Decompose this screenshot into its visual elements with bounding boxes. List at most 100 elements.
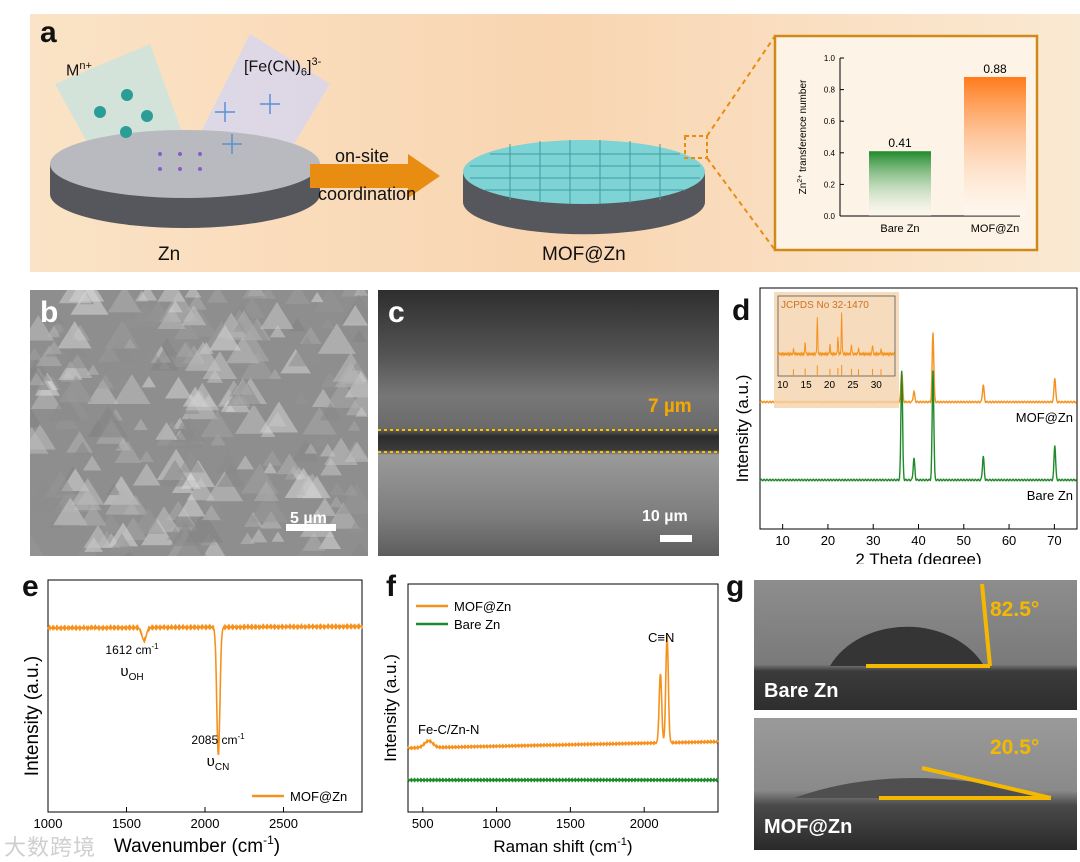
crystal-facet: [344, 441, 368, 462]
vibration-mode: υOH: [120, 663, 143, 683]
panel-letter-e: e: [22, 570, 39, 603]
crystal-facet: [133, 418, 148, 431]
crystal-facet: [177, 494, 206, 517]
crystal-facet: [233, 321, 246, 332]
xlabel-close: ): [274, 836, 280, 857]
y-axis-label: Intensity (a.u.): [733, 375, 752, 483]
mode-sub: CN: [215, 762, 229, 773]
metal-ion-dot: [121, 89, 133, 101]
crystal-facet: [248, 491, 288, 523]
crystal-facet: [348, 518, 367, 534]
sem-surface-image: 5 µm: [30, 290, 368, 556]
angle-label: 20.5°: [990, 736, 1040, 759]
crystal-facet: [129, 302, 161, 328]
crystal-facet: [30, 347, 43, 360]
ann-sup: -1: [151, 642, 159, 651]
crystal-facet: [175, 342, 195, 357]
crystal-facet: [347, 420, 361, 431]
metal-ion-dot: [94, 106, 106, 118]
crystal-facet: [109, 533, 135, 553]
series-line-barezn: [407, 776, 719, 783]
mode-symbol: υ: [120, 663, 128, 680]
crystal-facet: [276, 453, 303, 475]
ylabel-sup: 2+: [797, 175, 804, 183]
xrd-chart: 10 20 30 40 50 60 70 2 Theta (degree) Intensity …: [733, 287, 1078, 564]
water-droplet: [830, 626, 984, 666]
crystal-facet: [107, 290, 142, 313]
peak-annotation: 2085 cm-1: [191, 732, 245, 747]
crystal-facet: [57, 321, 92, 349]
peak-annotation: C≡N: [648, 630, 674, 645]
crystal-facet: [242, 290, 268, 299]
scale-bar-label: 10 µm: [642, 508, 688, 525]
crystal-facet: [269, 324, 286, 338]
droplet-mof: [794, 766, 1054, 800]
crystal-facet: [304, 443, 318, 454]
crystal-facet: [184, 290, 202, 298]
scale-bar-label: 5 µm: [290, 510, 327, 527]
crystal-facet: [226, 377, 262, 407]
xlabel-close: ): [627, 837, 633, 856]
zn-disc-top: [50, 130, 320, 198]
crystal-facet: [30, 407, 43, 428]
crystal-facet: [177, 451, 205, 473]
x-tick-label: 70: [1047, 533, 1061, 548]
crystal-facet: [131, 507, 165, 535]
vibration-mode: υCN: [207, 753, 230, 773]
crystal-facet: [44, 471, 78, 498]
crystal-facet: [310, 291, 324, 303]
bar-mofzn: [964, 76, 1026, 217]
legend-label: MOF@Zn: [454, 599, 511, 614]
bar-value-label: 0.88: [983, 62, 1007, 76]
arrow-label-top: on-site: [335, 146, 390, 166]
mode-sub: OH: [129, 672, 144, 683]
y-tick-label: 0.2: [824, 180, 836, 189]
cross-section-overlay: [378, 429, 719, 453]
crystal-facet: [139, 450, 154, 463]
crystal-facet: [157, 290, 186, 302]
crystal-facet: [108, 522, 139, 547]
thickness-label: 7 µm: [648, 396, 692, 417]
contact-angle-mof-zn: 20.5° MOF@Zn: [754, 718, 1077, 850]
crystal-facet: [210, 433, 226, 446]
inset-x-tick-label: 10: [777, 380, 789, 391]
crystal-facet: [181, 305, 207, 326]
mof-disc-top: [463, 140, 705, 204]
crystal-facet: [142, 347, 162, 363]
crystal-facet: [343, 483, 359, 496]
crystal-facet: [104, 486, 140, 515]
series-label: Bare Zn: [1027, 488, 1073, 503]
crystal-facet: [60, 343, 93, 369]
panel-letter-d: d: [732, 294, 751, 327]
crystal-facet: [235, 404, 273, 434]
zoom-line-top: [706, 35, 776, 137]
panel-letter-g: g: [726, 570, 745, 603]
plot-frame: [47, 579, 363, 813]
zn-label: Zn: [158, 244, 181, 265]
crystal-facet: [240, 532, 255, 545]
mode-symbol: υ: [207, 753, 215, 770]
crystal-facet: [355, 406, 368, 417]
inset-x-tick-label: 30: [871, 380, 883, 391]
crystal-facet: [202, 351, 238, 379]
crystal-facet: [284, 467, 323, 499]
crystal-facet: [319, 443, 336, 457]
crystal-facet: [86, 364, 100, 375]
crystal-facet: [320, 372, 340, 388]
crystal-facet: [141, 375, 156, 388]
crystal-facet: [165, 376, 193, 399]
complex-molecule: [215, 94, 280, 154]
crystal-facet: [236, 455, 255, 470]
crystal-facet: [250, 528, 268, 543]
crystal-facet: [342, 305, 368, 326]
crystal-facet: [47, 310, 65, 325]
crystal-facet: [155, 421, 178, 440]
legend-label: MOF@Zn: [290, 789, 347, 804]
crystal-facet: [114, 441, 142, 463]
crystal-facet: [30, 535, 45, 556]
crystal-facet: [98, 512, 124, 533]
crystal-facet: [167, 300, 183, 313]
ann-sup: -1: [237, 732, 245, 741]
crystal-facet: [320, 457, 343, 476]
crystal-facet: [113, 374, 151, 404]
